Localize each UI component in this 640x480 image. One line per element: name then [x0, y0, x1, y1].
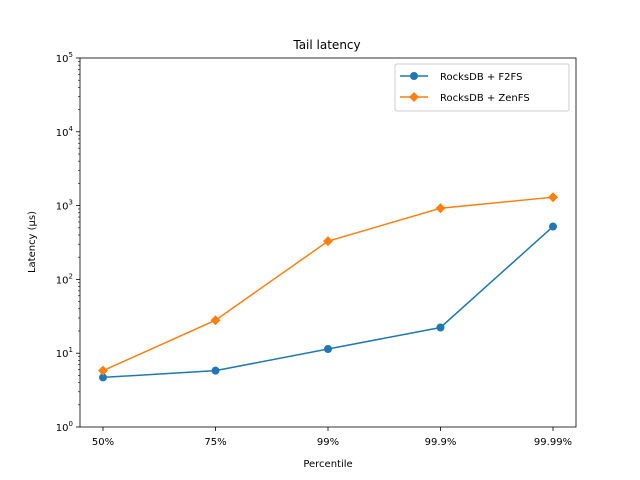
data-point — [99, 373, 107, 382]
data-point — [211, 366, 220, 375]
x-axis: 50% 75% 99% 99.9% 99.99% — [92, 427, 572, 448]
legend-label: RocksDB + ZenFS — [440, 93, 530, 104]
x-tick-label: 99% — [317, 437, 339, 448]
y-axis: 100 101 102 103 104 105 — [56, 51, 80, 434]
legend-label: RocksDB + F2FS — [440, 72, 522, 83]
data-point — [548, 192, 558, 203]
legend: RocksDB + F2FS RocksDB + ZenFS — [394, 63, 570, 112]
y-tick-label: 100 — [56, 420, 73, 434]
data-point — [436, 323, 445, 332]
y-tick-label: 102 — [56, 272, 73, 286]
legend-box — [394, 63, 570, 112]
x-tick-label: 50% — [92, 437, 114, 448]
x-tick-label: 99.99% — [534, 437, 572, 448]
legend-marker — [409, 92, 419, 102]
y-tick-label: 101 — [56, 346, 73, 360]
x-axis-label: Percentile — [303, 459, 352, 470]
legend-marker — [410, 72, 418, 80]
x-tick-label: 99.9% — [425, 437, 457, 448]
data-point — [98, 365, 108, 376]
chart-title: Tail latency — [292, 38, 360, 52]
x-tick-label: 75% — [204, 437, 226, 448]
y-axis-label: Latency (µs) — [27, 211, 38, 273]
data-point — [323, 236, 333, 247]
data-point — [210, 315, 221, 326]
series-layer — [98, 192, 558, 382]
data-point — [435, 203, 446, 214]
y-tick-label: 103 — [56, 199, 73, 213]
data-point — [324, 345, 332, 354]
y-tick-label: 105 — [56, 51, 73, 65]
y-tick-label: 104 — [56, 125, 74, 139]
data-point — [549, 222, 557, 231]
